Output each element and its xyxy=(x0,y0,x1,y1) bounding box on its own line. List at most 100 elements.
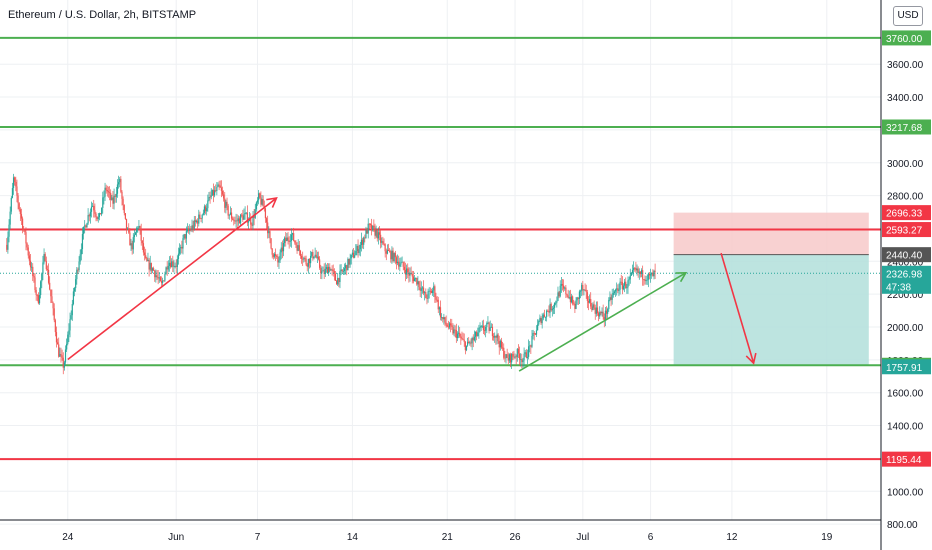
candle-body xyxy=(499,340,501,348)
candle-body xyxy=(648,273,651,276)
candle-body xyxy=(462,338,464,340)
candle-body xyxy=(31,266,33,268)
candle-body xyxy=(226,201,228,206)
candle-body xyxy=(390,251,392,260)
candle-body xyxy=(204,206,207,212)
x-tick-label: 14 xyxy=(347,532,359,543)
candle-body xyxy=(639,271,642,274)
candle-body xyxy=(509,354,512,363)
candle-body xyxy=(75,279,77,289)
candle-body xyxy=(133,234,136,238)
candle-body xyxy=(452,326,454,334)
candle-body xyxy=(50,289,52,297)
candle-body xyxy=(364,237,366,239)
candle-body xyxy=(184,234,186,239)
candle-body xyxy=(189,229,191,231)
candle-body xyxy=(574,303,576,309)
candle-body xyxy=(163,280,165,282)
candle-body xyxy=(54,320,56,333)
candle-body xyxy=(128,228,130,233)
candle-body xyxy=(593,304,595,308)
y-tick-label: 3400.00 xyxy=(887,93,924,104)
candle-body xyxy=(372,225,374,231)
candle-body xyxy=(245,212,247,214)
candle-body xyxy=(584,289,586,291)
y-tick-label: 2000.00 xyxy=(887,323,924,334)
y-tick-label: 3600.00 xyxy=(887,60,924,71)
candle-body xyxy=(95,213,97,217)
candle-body xyxy=(325,267,328,269)
candle-body xyxy=(333,271,335,274)
candle-body xyxy=(293,233,295,241)
candle-body xyxy=(479,327,481,329)
candle-body xyxy=(198,214,200,224)
candle-body xyxy=(315,254,317,258)
candle-body xyxy=(158,277,160,279)
candle-body xyxy=(428,290,430,292)
candle-body xyxy=(541,318,543,324)
candle-body xyxy=(470,342,472,344)
price-label: 1195.44 xyxy=(886,455,922,466)
x-tick-label: 26 xyxy=(509,532,521,543)
trend-arrow xyxy=(518,271,688,372)
candle-body xyxy=(539,317,541,321)
candle-body xyxy=(273,254,276,257)
horizontal-lines[interactable] xyxy=(0,36,881,461)
candle-body xyxy=(361,239,364,245)
candle-body xyxy=(169,262,172,268)
candle-body xyxy=(86,223,88,228)
price-label-bg xyxy=(882,265,931,294)
candle-body xyxy=(35,289,37,295)
candle-body xyxy=(568,296,570,298)
price-label-bg xyxy=(882,30,931,46)
candle-body xyxy=(197,220,199,224)
candle-body xyxy=(310,255,312,264)
candle-body xyxy=(82,226,85,234)
candle-body xyxy=(337,278,339,285)
candle-body xyxy=(564,287,566,289)
candle-body xyxy=(45,261,47,270)
candle-body xyxy=(277,256,279,263)
candle-body xyxy=(98,213,100,218)
candle-body xyxy=(92,205,94,207)
candle-body xyxy=(453,329,455,334)
candle-body xyxy=(542,314,544,319)
candle-body xyxy=(119,178,121,183)
candles xyxy=(0,173,881,375)
candle-body xyxy=(271,248,273,255)
candle-body xyxy=(112,197,114,204)
candle-body xyxy=(380,234,382,243)
candle-body xyxy=(396,261,399,264)
candle-body xyxy=(436,299,438,301)
candle-body xyxy=(605,310,608,314)
candle-body xyxy=(621,282,623,290)
candle-body xyxy=(624,281,626,286)
candle-body xyxy=(216,187,218,191)
candle-body xyxy=(162,280,164,283)
candle-body xyxy=(525,352,527,358)
candle-body xyxy=(269,231,271,239)
candle-body xyxy=(40,281,42,296)
candle-body xyxy=(291,233,294,235)
candle-body xyxy=(565,287,567,295)
candle-body xyxy=(607,309,609,314)
candle-body xyxy=(495,335,497,338)
trend-arrows[interactable] xyxy=(67,197,757,372)
candle-body xyxy=(437,299,439,310)
candle-body xyxy=(352,252,355,258)
candle-body xyxy=(620,281,622,283)
candle-body xyxy=(400,262,402,265)
candle-body xyxy=(486,322,488,327)
candle-body xyxy=(73,288,76,292)
x-tick-label: 12 xyxy=(726,532,738,543)
currency-button[interactable]: USD xyxy=(893,6,923,26)
candle-body xyxy=(393,253,395,261)
candle-body xyxy=(363,237,365,245)
candle-body xyxy=(594,307,596,314)
candle-body xyxy=(199,214,201,219)
candle-body xyxy=(386,249,389,254)
candle-body xyxy=(102,197,104,208)
price-label: 2326.98 xyxy=(886,269,923,280)
candle-body xyxy=(58,344,60,357)
